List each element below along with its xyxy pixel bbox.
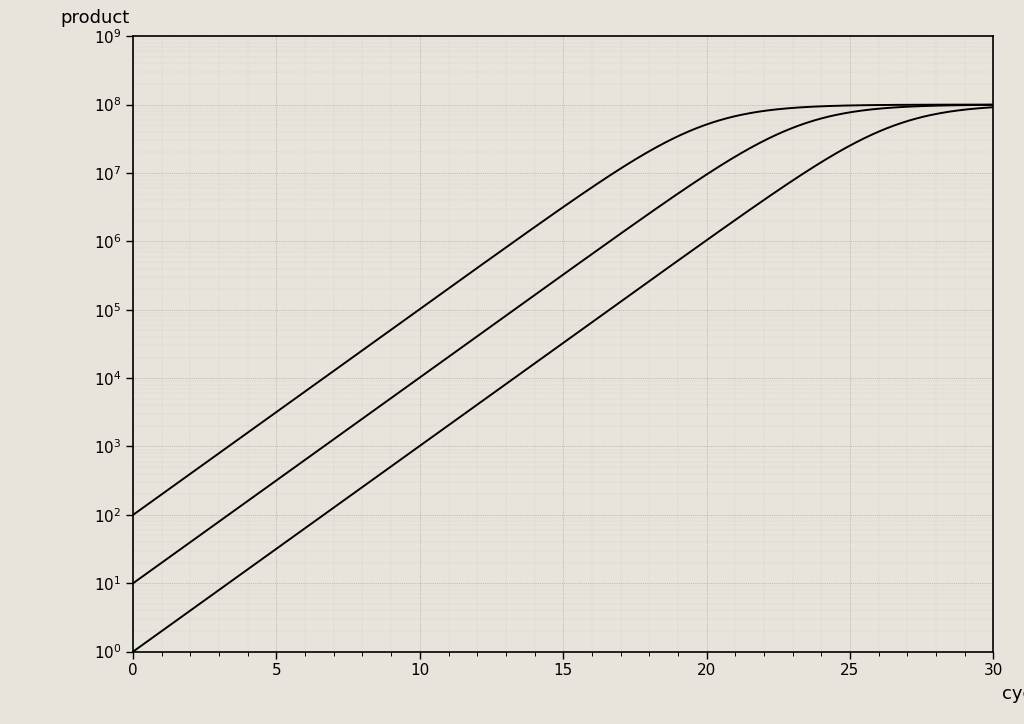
Text: cycles: cycles: [1001, 686, 1024, 704]
Text: product: product: [60, 9, 129, 27]
